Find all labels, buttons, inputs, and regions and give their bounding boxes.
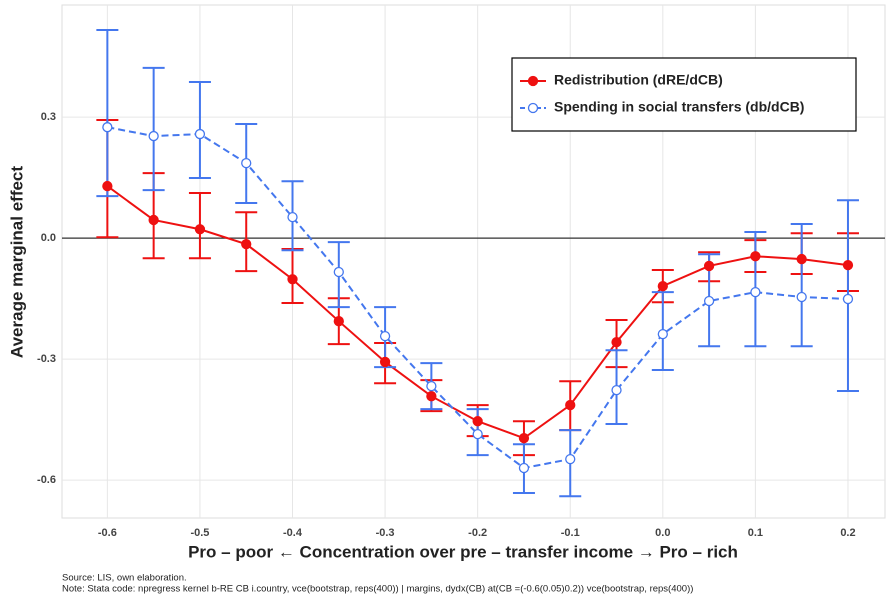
point xyxy=(750,287,761,298)
x-tick-label: 0.1 xyxy=(748,527,763,539)
x-tick-label: -0.1 xyxy=(561,527,580,539)
point xyxy=(148,214,159,226)
x-axis-label: Pro – poor ← Concentration over pre – tr… xyxy=(188,542,738,561)
x-tick-label: -0.6 xyxy=(98,527,117,539)
point xyxy=(287,211,298,223)
point xyxy=(194,128,206,140)
point xyxy=(796,291,807,303)
point xyxy=(703,295,715,307)
y-tick-label: -0.3 xyxy=(37,353,56,365)
point xyxy=(426,391,437,402)
point xyxy=(518,432,530,444)
source-note: Source: LIS, own elaboration. xyxy=(62,573,187,584)
point xyxy=(472,416,483,427)
x-tick-label: 0.0 xyxy=(655,527,670,539)
point xyxy=(102,122,113,133)
point xyxy=(842,293,854,305)
legend-label: Redistribution (dRE/dCB) xyxy=(554,72,723,88)
point xyxy=(750,251,761,262)
point xyxy=(287,274,298,285)
point xyxy=(379,356,391,368)
point xyxy=(426,380,437,392)
x-tick-label: 0.2 xyxy=(840,527,855,539)
point xyxy=(472,428,483,440)
point xyxy=(333,316,344,327)
series-line xyxy=(107,126,849,470)
point xyxy=(703,260,715,272)
point xyxy=(842,259,854,271)
legend-marker xyxy=(527,102,539,114)
point xyxy=(102,180,113,192)
code-note: Note: Stata code: npregress kernel b-RE … xyxy=(62,584,693,595)
point xyxy=(333,266,344,278)
point xyxy=(379,330,391,342)
point xyxy=(611,385,622,396)
y-tick-label: 0.0 xyxy=(41,232,56,244)
point xyxy=(518,462,530,474)
x-tick-label: -0.4 xyxy=(283,527,303,539)
point xyxy=(241,157,252,169)
point xyxy=(611,337,622,348)
y-tick-label: -0.6 xyxy=(37,474,56,486)
x-tick-label: -0.3 xyxy=(376,527,395,539)
point xyxy=(194,224,206,235)
x-tick-label: -0.5 xyxy=(190,527,209,539)
legend-box xyxy=(511,57,857,132)
x-tick-label: -0.2 xyxy=(468,527,487,539)
y-tick-label: 0.3 xyxy=(41,111,56,123)
point xyxy=(565,399,576,411)
point xyxy=(148,130,159,142)
legend-label: Spending in social transfers (db/dCB) xyxy=(554,99,804,115)
y-axis-label: Average marginal effect xyxy=(7,166,26,358)
point xyxy=(565,453,576,465)
point xyxy=(657,280,668,292)
point xyxy=(796,253,807,265)
legend-marker xyxy=(527,75,539,87)
point xyxy=(657,328,668,340)
point xyxy=(241,239,252,250)
